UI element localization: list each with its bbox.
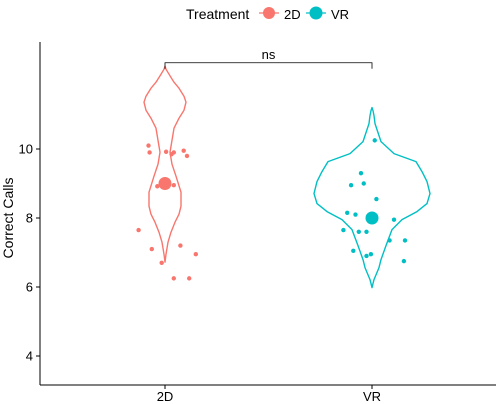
y-tick-label: 8: [26, 211, 33, 226]
data-point-vr: [374, 196, 379, 202]
y-ticks: 4 6 8 10: [19, 142, 40, 364]
mean-marker-vr: [365, 211, 379, 225]
data-point-2d: [171, 183, 176, 188]
significance-bracket-line: [164, 62, 373, 69]
data-point-vr: [391, 217, 397, 222]
y-tick-label: 10: [19, 142, 33, 157]
data-point-2d: [163, 149, 169, 154]
legend-key-vr: [305, 2, 327, 24]
data-point-vr: [348, 183, 354, 188]
x-tick-label: 2D: [157, 389, 174, 404]
legend-key-2d: [258, 2, 280, 24]
legend-title: Treatment: [186, 6, 249, 22]
data-point-2d: [136, 227, 141, 233]
significance-label: ns: [262, 47, 276, 62]
data-point-vr: [345, 210, 350, 216]
legend-key-vr-dot: [309, 6, 323, 20]
significance-bracket: ns: [164, 47, 373, 69]
violins: [143, 65, 431, 289]
data-point-vr: [401, 258, 407, 264]
mean-marker-2d: [158, 177, 172, 190]
x-ticks: 2D VR: [157, 385, 381, 404]
y-tick-label: 4: [26, 349, 33, 364]
data-point-2d: [184, 153, 190, 159]
y-tick-label: 6: [26, 280, 33, 295]
data-point-2d: [159, 260, 164, 266]
legend: Treatment 2D VR: [186, 2, 349, 24]
data-point-vr: [341, 227, 346, 233]
y-axis-label: Correct Calls: [0, 178, 16, 259]
data-point-2d: [178, 243, 183, 248]
violin-vr: [313, 106, 431, 289]
data-point-2d: [181, 148, 186, 153]
data-point-2d: [155, 184, 160, 189]
mean-markers: [158, 177, 379, 225]
data-point-2d: [187, 276, 192, 281]
legend-label-2d: 2D: [284, 7, 301, 22]
data-point-2d: [193, 252, 198, 257]
data-point-2d: [146, 143, 151, 148]
data-point-vr: [387, 238, 392, 243]
data-point-2d: [147, 150, 152, 155]
data-point-vr: [372, 138, 377, 143]
data-point-vr: [364, 229, 369, 234]
data-points: [136, 138, 408, 281]
data-point-vr: [356, 229, 361, 234]
violin-2d: [143, 65, 187, 263]
data-point-vr: [361, 181, 366, 186]
data-point-2d: [171, 276, 176, 281]
data-point-vr: [402, 238, 408, 243]
data-point-vr: [364, 253, 369, 259]
x-tick-label: VR: [363, 389, 381, 404]
data-point-vr: [351, 248, 356, 253]
data-point-2d: [149, 246, 154, 252]
data-point-vr: [358, 170, 364, 176]
data-point-2d: [171, 150, 176, 155]
data-point-vr: [353, 212, 358, 217]
legend-key-2d-dot: [263, 7, 275, 19]
data-point-vr: [368, 252, 374, 257]
legend-label-vr: VR: [331, 7, 349, 22]
